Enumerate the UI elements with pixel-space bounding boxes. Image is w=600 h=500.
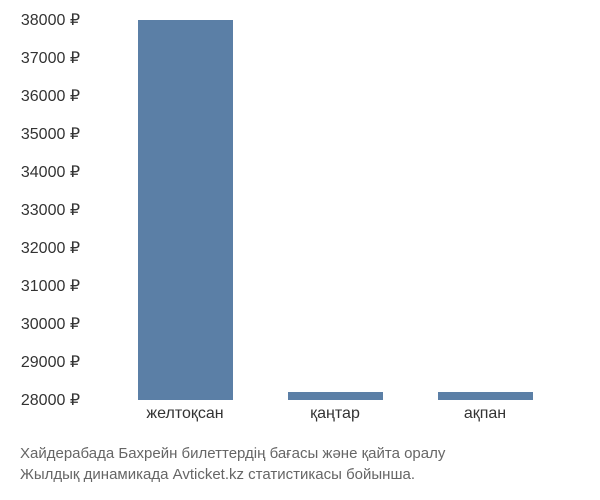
bar [138, 20, 233, 400]
bar-group [425, 392, 545, 400]
caption-line-1: Хайдерабада Бахрейн билеттердің бағасы ж… [20, 443, 585, 464]
y-tick-label: 38000 ₽ [21, 10, 80, 30]
y-tick-label: 32000 ₽ [21, 238, 80, 258]
bar [288, 392, 383, 400]
x-tick-label: қаңтар [275, 405, 395, 423]
bars-container [90, 20, 580, 400]
y-tick-label: 28000 ₽ [21, 390, 80, 410]
y-tick-label: 37000 ₽ [21, 48, 80, 68]
bar [438, 392, 533, 400]
y-axis: 28000 ₽29000 ₽30000 ₽31000 ₽32000 ₽33000… [0, 20, 90, 400]
y-tick-label: 29000 ₽ [21, 352, 80, 372]
bar-group [125, 20, 245, 400]
y-tick-label: 34000 ₽ [21, 162, 80, 182]
x-tick-label: ақпан [425, 405, 545, 423]
x-tick-label: желтоқсан [125, 405, 245, 423]
y-tick-label: 31000 ₽ [21, 276, 80, 296]
chart-plot-area [90, 20, 580, 400]
y-tick-label: 33000 ₽ [21, 200, 80, 220]
y-tick-label: 30000 ₽ [21, 314, 80, 334]
bar-group [275, 392, 395, 400]
y-tick-label: 35000 ₽ [21, 124, 80, 144]
chart-caption: Хайдерабада Бахрейн билеттердің бағасы ж… [20, 443, 585, 485]
x-axis-labels: желтоқсан қаңтар ақпан [90, 405, 580, 423]
caption-line-2: Жылдық динамикада Avticket.kz статистика… [20, 464, 585, 485]
y-tick-label: 36000 ₽ [21, 86, 80, 106]
